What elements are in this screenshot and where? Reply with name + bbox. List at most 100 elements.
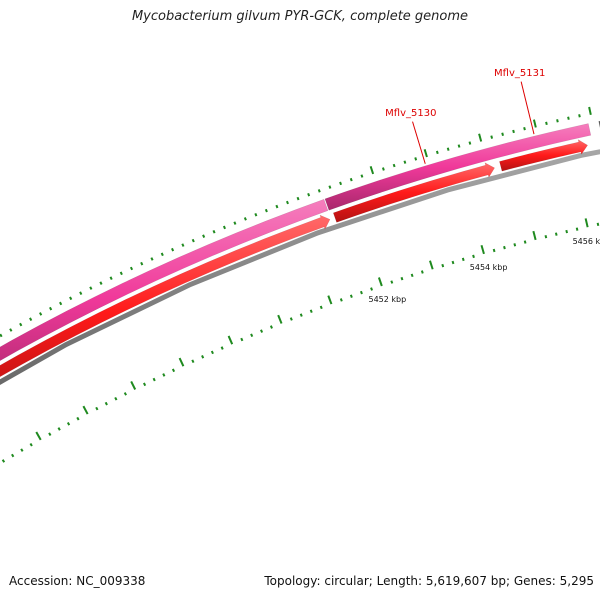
- ruler-minor-tick: [269, 325, 273, 329]
- ruler-minor-tick: [309, 309, 313, 313]
- outer-minor-tick: [254, 212, 258, 217]
- outer-minor-tick: [202, 234, 206, 238]
- outer-minor-tick: [392, 163, 396, 168]
- outer-minor-tick: [171, 247, 175, 252]
- ruler-minor-tick: [220, 346, 224, 350]
- gene-label-leader: [520, 81, 535, 135]
- outer-minor-tick: [19, 322, 23, 327]
- outer-minor-tick: [9, 328, 13, 332]
- ruler-minor-tick: [152, 377, 156, 382]
- outer-minor-tick: [150, 257, 154, 261]
- ruler-major-tick: [532, 230, 537, 241]
- outer-minor-tick: [243, 217, 247, 221]
- outer-minor-tick: [414, 157, 418, 161]
- outer-minor-tick: [545, 121, 548, 126]
- ruler-major-tick: [584, 218, 589, 228]
- forward-gene-arrow[interactable]: [0, 214, 331, 410]
- ruler-major-tick: [480, 244, 485, 255]
- ruler-minor-tick: [191, 359, 195, 364]
- ruler-minor-tick: [1, 459, 6, 463]
- forward-gene-arrow[interactable]: [332, 162, 495, 223]
- outer-minor-tick: [191, 238, 195, 243]
- ruler-minor-tick: [29, 442, 33, 447]
- outer-minor-tick: [523, 126, 526, 131]
- ruler-minor-tick: [210, 350, 214, 355]
- outer-minor-tick: [79, 291, 83, 295]
- outer-minor-tick: [512, 129, 515, 134]
- outer-minor-tick: [349, 177, 353, 182]
- gene-label[interactable]: Mflv_5130: [385, 108, 436, 119]
- ruler-minor-tick: [544, 235, 548, 239]
- outer-minor-tick: [109, 276, 113, 280]
- outer-minor-tick: [39, 312, 43, 316]
- outer-minor-tick: [212, 230, 216, 234]
- ruler-minor-tick: [123, 392, 127, 396]
- ruler-minor-tick: [201, 355, 205, 359]
- outer-minor-tick: [317, 189, 321, 193]
- ruler-label: 5456 kbp: [573, 237, 600, 246]
- ruler-minor-tick: [171, 368, 176, 373]
- outer-minor-tick: [129, 266, 134, 271]
- ruler-major-tick: [277, 314, 283, 324]
- ruler-label: 5452 kbp: [369, 295, 407, 304]
- ruler-minor-tick: [66, 422, 71, 426]
- outer-minor-tick: [160, 252, 164, 257]
- outer-major-tick: [588, 106, 592, 116]
- ruler-major-tick: [178, 357, 185, 367]
- outer-minor-tick: [446, 147, 450, 151]
- outer-minor-tick: [567, 116, 570, 120]
- ruler-major-tick: [377, 277, 383, 287]
- ruler-minor-tick: [461, 257, 465, 262]
- ruler-minor-tick: [420, 270, 424, 274]
- outer-minor-tick: [296, 196, 300, 201]
- outer-minor-tick: [578, 114, 581, 118]
- gene-label-leader: [412, 121, 426, 164]
- ruler-major-tick: [35, 431, 42, 441]
- outer-minor-tick: [501, 132, 504, 136]
- ruler-minor-tick: [114, 396, 118, 401]
- outer-minor-tick: [140, 261, 144, 266]
- ruler-minor-tick: [48, 432, 52, 436]
- magenta-gene-segment[interactable]: [324, 123, 592, 211]
- ruler-minor-tick: [57, 427, 61, 431]
- outer-minor-tick: [307, 192, 311, 197]
- forward-gene-arrow[interactable]: [499, 139, 588, 172]
- outer-major-tick: [369, 166, 375, 175]
- ruler-minor-tick: [11, 453, 15, 458]
- outer-minor-tick: [556, 119, 559, 123]
- outer-minor-tick: [381, 167, 385, 171]
- ruler-minor-tick: [492, 248, 496, 253]
- ruler-major-tick: [227, 335, 234, 345]
- outer-minor-tick: [29, 317, 33, 322]
- ruler-minor-tick: [95, 406, 99, 411]
- ruler-minor-tick: [451, 260, 455, 265]
- outer-minor-tick: [264, 208, 268, 213]
- outer-minor-tick: [457, 144, 461, 148]
- ruler-minor-tick: [299, 313, 303, 317]
- ruler-minor-tick: [20, 448, 24, 452]
- gene-label[interactable]: Mflv_5131: [494, 68, 545, 79]
- topology-stats-text: Topology: circular; Length: 5,619,607 bp…: [264, 574, 594, 588]
- ruler-minor-tick: [240, 337, 244, 342]
- outer-major-tick: [478, 133, 483, 142]
- outer-minor-tick: [490, 135, 494, 139]
- ruler-minor-tick: [162, 373, 166, 377]
- outer-minor-tick: [286, 200, 289, 205]
- outer-minor-tick: [99, 281, 103, 285]
- ruler-label: 5454 kbp: [470, 263, 508, 272]
- ruler-minor-tick: [554, 232, 558, 236]
- ruler-minor-tick: [503, 245, 506, 250]
- ruler-minor-tick: [76, 416, 80, 421]
- ruler-major-tick: [327, 295, 333, 305]
- outer-minor-tick: [119, 271, 123, 276]
- outer-major-tick: [532, 119, 537, 128]
- outer-minor-tick: [339, 181, 343, 186]
- outer-major-tick: [423, 149, 428, 158]
- magenta-gene-segment[interactable]: [0, 198, 329, 397]
- ruler-minor-tick: [472, 254, 475, 259]
- ruler-major-tick: [429, 260, 434, 270]
- ruler-minor-tick: [104, 401, 108, 406]
- outer-minor-tick: [275, 204, 279, 209]
- outer-minor-tick: [59, 301, 63, 306]
